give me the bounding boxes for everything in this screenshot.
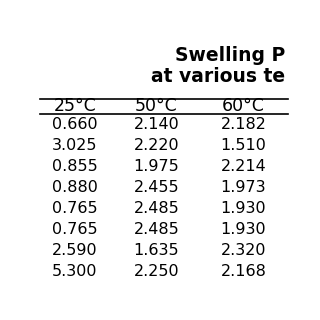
Text: 1.973: 1.973 — [220, 180, 266, 195]
Text: 2.320: 2.320 — [220, 243, 266, 258]
Text: 2.214: 2.214 — [220, 159, 266, 174]
Text: 2.485: 2.485 — [134, 222, 180, 237]
Text: 3.025: 3.025 — [52, 138, 98, 153]
Text: 2.140: 2.140 — [134, 116, 180, 132]
Text: 2.590: 2.590 — [52, 243, 98, 258]
Text: 50°C: 50°C — [135, 97, 178, 115]
Text: 0.880: 0.880 — [52, 180, 98, 195]
Text: 25°C: 25°C — [53, 97, 96, 115]
Text: 1.930: 1.930 — [220, 222, 266, 237]
Text: 0.855: 0.855 — [52, 159, 98, 174]
Text: 2.250: 2.250 — [134, 264, 180, 279]
Text: Swelling P: Swelling P — [175, 46, 285, 65]
Text: at various te: at various te — [151, 67, 285, 86]
Text: 1.930: 1.930 — [220, 201, 266, 216]
Text: 1.510: 1.510 — [220, 138, 266, 153]
Text: 2.220: 2.220 — [134, 138, 180, 153]
Text: 2.168: 2.168 — [220, 264, 266, 279]
Text: 1.975: 1.975 — [134, 159, 180, 174]
Text: 60°C: 60°C — [222, 97, 265, 115]
Text: 5.300: 5.300 — [52, 264, 98, 279]
Text: 2.182: 2.182 — [220, 116, 266, 132]
Text: 0.660: 0.660 — [52, 116, 98, 132]
Text: 0.765: 0.765 — [52, 201, 98, 216]
Text: 2.485: 2.485 — [134, 201, 180, 216]
Text: 0.765: 0.765 — [52, 222, 98, 237]
Text: 2.455: 2.455 — [134, 180, 180, 195]
Text: 1.635: 1.635 — [134, 243, 180, 258]
